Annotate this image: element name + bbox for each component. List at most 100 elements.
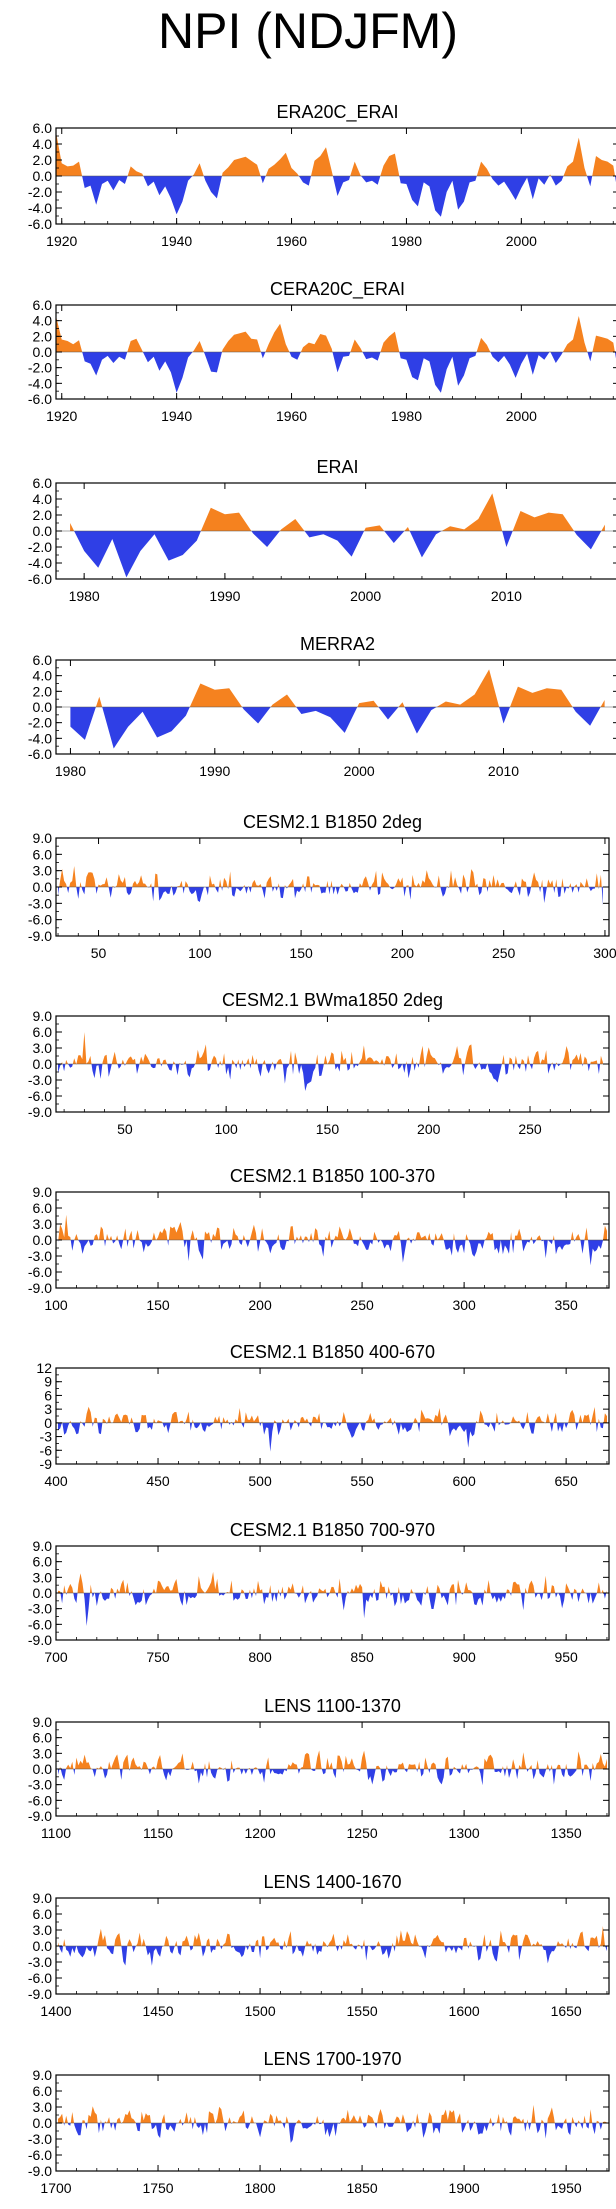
x-tick-label: 1940 — [161, 233, 192, 249]
y-tick-label: -6.0 — [28, 391, 52, 407]
x-tick-label: 1990 — [209, 588, 240, 604]
y-tick-label: 0.0 — [33, 699, 53, 715]
panel-title: CERA20C_ERAI — [270, 279, 405, 300]
negative-area — [58, 1064, 603, 1091]
y-tick-label: 0.0 — [33, 168, 53, 184]
y-tick-label: 0.0 — [33, 2115, 53, 2131]
figure-title: NPI (NDJFM) — [158, 3, 458, 59]
positive-area — [58, 2104, 607, 2123]
y-tick-label: -3.0 — [28, 1248, 52, 1264]
panel-title: LENS 1400-1670 — [263, 1872, 401, 1892]
x-tick-label: 150 — [289, 945, 313, 961]
x-tick-label: 1550 — [347, 2003, 378, 2019]
y-tick-label: -9 — [40, 1456, 53, 1472]
x-tick-label: 100 — [44, 1297, 68, 1313]
y-tick-label: -3.0 — [28, 1601, 52, 1617]
x-tick-label: 1300 — [449, 1825, 480, 1841]
y-tick-label: -3.0 — [28, 895, 52, 911]
panel-title: CESM2.1 B1850 100-370 — [230, 1166, 435, 1186]
x-tick-label: 900 — [452, 1649, 476, 1665]
y-tick-label: 4.0 — [33, 136, 53, 152]
y-tick-label: -6.0 — [28, 746, 52, 762]
y-tick-label: -3.0 — [28, 1072, 52, 1088]
chart-panel-2: CERA20C_ERAI 6.04.02.00.0-2.0-4.0-6.01920… — [28, 279, 616, 424]
y-tick-label: -6.0 — [28, 216, 52, 232]
x-tick-label: 800 — [248, 1649, 272, 1665]
x-tick-label: 1150 — [143, 1825, 173, 1841]
negative-area — [56, 176, 616, 217]
panel-title: LENS 1700-1970 — [263, 2049, 401, 2069]
chart-panel-12: LENS 1700-19709.06.03.00.0-3.0-6.0-9.017… — [28, 2049, 610, 2196]
y-tick-label: 6.0 — [33, 475, 53, 491]
y-tick-label: 6 — [44, 1387, 52, 1403]
y-tick-label: -6.0 — [28, 912, 52, 928]
x-tick-label: 400 — [44, 1473, 68, 1489]
y-tick-label: 0.0 — [33, 1938, 53, 1954]
y-tick-label: 9.0 — [33, 1714, 53, 1730]
x-tick-label: 150 — [146, 1297, 170, 1313]
x-tick-label: 1650 — [551, 2003, 582, 2019]
y-tick-label: 6.0 — [33, 1906, 53, 1922]
y-tick-label: 0.0 — [33, 1761, 53, 1777]
y-tick-label: -3 — [40, 1429, 53, 1445]
chart-panel-11: LENS 1400-16709.06.03.00.0-3.0-6.0-9.014… — [28, 1872, 610, 2019]
x-tick-label: 1900 — [449, 2180, 480, 2196]
x-tick-label: 600 — [452, 1473, 476, 1489]
negative-area — [58, 1946, 607, 1966]
y-tick-label: -4.0 — [28, 555, 52, 571]
x-tick-label: 350 — [554, 1297, 578, 1313]
y-tick-label: 6.0 — [33, 1554, 53, 1570]
y-tick-label: 6.0 — [33, 652, 53, 668]
chart-panel-3: ERAI 6.04.02.00.0-2.0-4.0-6.0 1980 1990 2000… — [28, 457, 616, 604]
y-tick-label: -2.0 — [28, 715, 52, 731]
x-tick-label: 1750 — [142, 2180, 173, 2196]
chart-panel-9: CESM2.1 B1850 700-970 9.06.03.00.0-3.0-6.… — [28, 1520, 610, 1665]
x-tick-label: 250 — [350, 1297, 374, 1313]
y-tick-label: 9.0 — [33, 1184, 53, 1200]
y-tick-label: -6 — [40, 1442, 53, 1458]
panel-title: CESM2.1 BWma1850 2deg — [222, 990, 443, 1010]
y-tick-label: 0.0 — [33, 344, 53, 360]
y-tick-label: 6.0 — [33, 2083, 53, 2099]
x-tick-label: 650 — [554, 1473, 578, 1489]
chart-panel-5: CESM2.1 B1850 2deg 9.06.03.00.0-3.0-6.0-9… — [28, 812, 616, 961]
negative-area — [58, 2123, 607, 2143]
y-tick-label: -6.0 — [28, 2147, 52, 2163]
x-tick-label: 1980 — [391, 233, 422, 249]
x-tick-label: 700 — [44, 1649, 68, 1665]
positive-area — [70, 493, 605, 531]
y-tick-label: -6.0 — [28, 1792, 52, 1808]
y-tick-label: 6.0 — [33, 846, 53, 862]
y-tick-label: 9.0 — [33, 2067, 53, 2083]
y-tick-label: 3.0 — [33, 1745, 53, 1761]
y-tick-label: -6.0 — [28, 571, 52, 587]
x-tick-label: 1400 — [40, 2003, 71, 2019]
panel-title: MERRA2 — [300, 634, 375, 654]
x-tick-label: 200 — [417, 1121, 441, 1137]
y-tick-label: -6.0 — [28, 1264, 52, 1280]
x-tick-label: 1960 — [276, 233, 307, 249]
y-tick-label: -3.0 — [28, 1954, 52, 1970]
x-tick-label: 50 — [91, 945, 107, 961]
x-tick-label: 200 — [391, 945, 415, 961]
y-tick-label: 3.0 — [33, 2099, 53, 2115]
y-tick-label: -4.0 — [28, 730, 52, 746]
x-tick-label: 250 — [492, 945, 516, 961]
y-tick-label: 2.0 — [33, 152, 53, 168]
y-tick-label: 0 — [44, 1415, 52, 1431]
x-tick-label: 1700 — [40, 2180, 71, 2196]
positive-area — [56, 132, 616, 176]
y-tick-label: -9.0 — [28, 1986, 52, 2002]
y-tick-label: -6.0 — [28, 1970, 52, 1986]
x-tick-label: 1980 — [55, 763, 86, 779]
panel-title: ERA20C_ERAI — [276, 102, 398, 123]
y-tick-label: 6.0 — [33, 1024, 53, 1040]
y-tick-label: -6.0 — [28, 1088, 52, 1104]
y-tick-label: 2.0 — [33, 683, 53, 699]
x-tick-label: 1950 — [551, 2180, 582, 2196]
x-tick-label: 2000 — [506, 408, 537, 424]
y-tick-label: -9.0 — [28, 2163, 52, 2179]
x-tick-label: 1800 — [244, 2180, 275, 2196]
